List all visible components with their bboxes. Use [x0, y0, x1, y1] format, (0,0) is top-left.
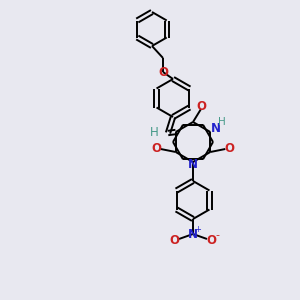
Text: O: O [169, 233, 179, 247]
Text: O: O [196, 100, 206, 112]
Text: O: O [224, 142, 234, 155]
Text: H: H [218, 117, 226, 127]
Text: N: N [188, 158, 198, 172]
Text: O: O [206, 233, 216, 247]
Text: N: N [211, 122, 221, 136]
Text: H: H [150, 125, 158, 139]
Text: -: - [215, 230, 219, 240]
Text: O: O [152, 142, 162, 155]
Text: N: N [188, 227, 198, 241]
Text: +: + [195, 224, 201, 233]
Text: O: O [158, 65, 168, 79]
